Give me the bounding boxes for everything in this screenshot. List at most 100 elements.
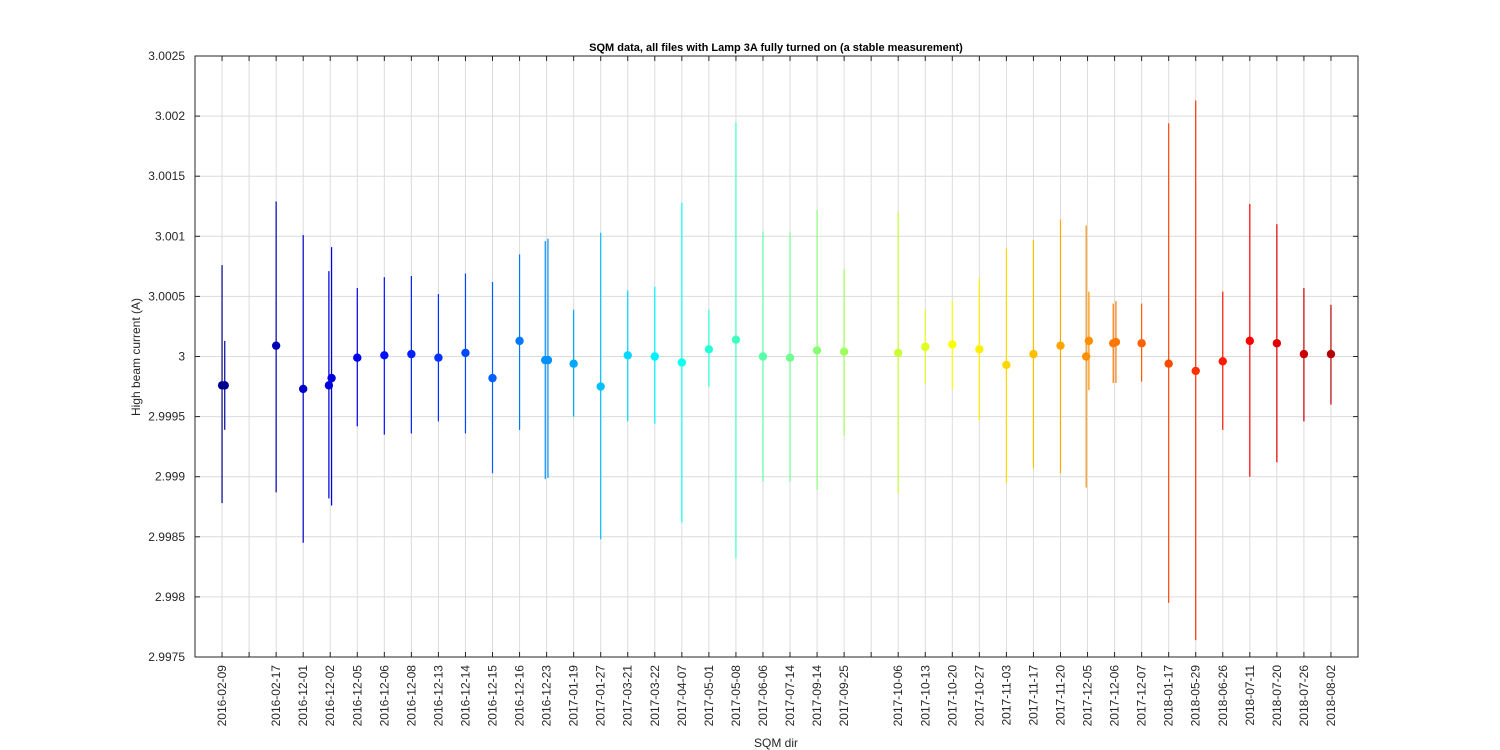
x-tick-label: 2017-10-27	[972, 665, 986, 727]
data-point	[623, 351, 632, 360]
data-point	[407, 349, 416, 359]
data-point	[1084, 336, 1094, 346]
x-tick-label: 2018-06-26	[1216, 665, 1230, 727]
data-point	[948, 340, 957, 349]
data-point	[1218, 357, 1227, 366]
x-tick-label: 2018-01-17	[1162, 665, 1176, 727]
data-point	[1245, 336, 1255, 346]
x-tick-label: 2016-12-01	[296, 665, 310, 727]
x-tick-label: 2018-05-29	[1189, 665, 1203, 727]
data-point	[220, 381, 229, 390]
x-tick-label: 2016-12-08	[404, 665, 418, 727]
data-point	[298, 384, 308, 394]
data-point	[785, 353, 795, 362]
x-tick-label: 2017-10-20	[945, 665, 959, 727]
x-tick-label: 2017-05-08	[729, 665, 743, 727]
data-point	[758, 352, 768, 361]
x-tick-label: 2016-02-17	[269, 665, 283, 727]
grid-lines	[195, 55, 1359, 658]
data-point	[515, 336, 524, 346]
x-tick-label: 2016-12-06	[377, 665, 391, 727]
x-tick-label: 2017-01-27	[594, 665, 608, 727]
y-tick-label: 3	[178, 350, 185, 364]
data-point	[839, 347, 849, 356]
data-point	[271, 341, 281, 350]
x-tick-label: 2017-03-22	[648, 665, 662, 727]
data-point	[1081, 352, 1091, 361]
x-tick-label: 2017-11-03	[999, 665, 1013, 726]
x-tick-label: 2018-07-26	[1297, 665, 1311, 727]
x-tick-label: 2017-04-07	[675, 665, 689, 727]
data-point	[921, 342, 930, 352]
x-tick-label: 2016-12-13	[431, 665, 445, 727]
x-tick-label: 2017-07-14	[783, 665, 797, 727]
x-tick-label: 2017-11-20	[1053, 665, 1067, 726]
x-tick-label: 2017-03-21	[621, 665, 635, 727]
y-axis-label: High beam current (A)	[129, 298, 143, 416]
data-point	[650, 352, 659, 361]
y-tick-label: 2.9995	[148, 410, 185, 424]
x-tick-label: 2017-09-25	[837, 665, 851, 727]
x-tick-label: 2017-06-06	[756, 665, 770, 727]
data-point	[1029, 349, 1038, 359]
data-point	[677, 358, 687, 367]
x-tick-label: 2018-07-20	[1270, 665, 1284, 727]
data-point	[1111, 337, 1121, 347]
y-tick-label: 3.0025	[148, 49, 185, 63]
x-tick-label: 2016-12-02	[323, 665, 337, 727]
data-point	[353, 353, 362, 362]
x-tick-label: 2016-12-16	[513, 665, 527, 727]
chart-title: SQM data, all files with Lamp 3A fully t…	[589, 42, 963, 54]
data-point	[1272, 339, 1282, 348]
y-tick-label: 3.002	[155, 109, 185, 123]
data-point	[488, 373, 497, 383]
x-tick-label: 2017-10-06	[891, 665, 905, 727]
data-point	[324, 381, 334, 390]
data-point	[569, 359, 578, 368]
data-point	[975, 345, 984, 354]
data-point	[461, 348, 470, 358]
y-tick-label: 2.9975	[148, 650, 185, 664]
data-point	[327, 373, 336, 383]
x-tick-label: 2018-07-11	[1243, 665, 1257, 726]
error-bars	[221, 100, 1332, 641]
x-tick-label: 2016-12-14	[458, 665, 472, 727]
y-axis-ticks: 2.9975 2.998 2.9985 2.999 2.9995 3 3.0005 3.001…	[148, 49, 1358, 664]
data-point	[596, 382, 605, 391]
y-tick-label: 2.998	[155, 590, 185, 604]
data-point	[812, 346, 822, 355]
data-points	[217, 335, 1336, 394]
data-point	[704, 345, 714, 354]
x-tick-label: 2017-01-19	[567, 665, 581, 727]
data-point	[1326, 349, 1336, 359]
y-tick-label: 3.0005	[148, 289, 185, 303]
x-axis-ticks: 2016-02-09 2016-02-17 2016-12-01 2016-12-02…	[215, 56, 1359, 727]
x-tick-label: 2017-09-14	[810, 665, 824, 727]
data-point	[1191, 366, 1200, 376]
y-tick-label: 2.9985	[148, 530, 185, 544]
x-tick-label: 2018-08-02	[1324, 665, 1338, 727]
x-tick-label: 2016-12-15	[486, 665, 500, 727]
x-tick-label: 2017-12-07	[1135, 665, 1149, 727]
y-tick-label: 2.999	[155, 470, 185, 484]
x-tick-label: 2017-12-06	[1108, 665, 1122, 727]
x-tick-label: 2017-12-05	[1081, 665, 1095, 727]
x-tick-label: 2016-12-05	[350, 665, 364, 727]
x-tick-label: 2017-10-13	[918, 665, 932, 727]
data-point	[731, 335, 741, 344]
y-tick-label: 3.001	[155, 229, 185, 243]
data-point	[1002, 360, 1011, 370]
data-point	[894, 348, 903, 358]
data-point	[434, 353, 443, 362]
x-tick-label: 2017-11-17	[1026, 665, 1040, 726]
x-tick-label: 2016-12-23	[540, 665, 554, 727]
y-tick-label: 3.0015	[148, 169, 185, 183]
data-point	[1299, 349, 1309, 359]
x-tick-label: 2016-02-09	[215, 665, 229, 727]
data-point	[1137, 339, 1146, 348]
x-tick-label: 2017-05-01	[702, 665, 716, 727]
x-axis-label: SQM dir	[754, 736, 798, 750]
data-point	[1056, 341, 1065, 350]
data-point	[380, 351, 389, 360]
